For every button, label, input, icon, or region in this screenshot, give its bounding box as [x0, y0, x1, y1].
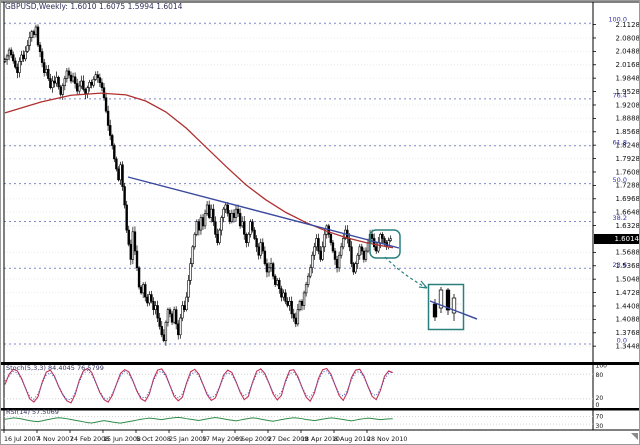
chart-title: GBPUSD,Weekly: 1.6010 1.6075 1.5994 1.60…	[5, 2, 183, 11]
ma-line	[4, 92, 394, 249]
projection-arrowhead	[418, 280, 428, 289]
fib-level-label: 23.6	[613, 261, 627, 269]
price-gridlines	[4, 24, 593, 347]
stoch-axis-label: 0	[596, 402, 600, 409]
fib-level-label: 50.0	[613, 176, 627, 184]
date-tick-label: 17 May 2009	[202, 436, 243, 443]
price-tick-label: 1.4088	[616, 316, 640, 324]
separator-stoch-rsi[interactable]	[1, 408, 640, 411]
fib-level-label: 38.2	[613, 214, 627, 222]
date-tick-label: 24 Feb 2008	[70, 436, 109, 443]
price-tick-label: 1.8568	[616, 128, 640, 136]
stochastic-panel: 100 80 200	[4, 363, 608, 409]
stochastic-main-line	[4, 367, 393, 404]
price-tick-label: 1.7608	[616, 168, 640, 176]
date-tick-label: 5 Oct 2008	[136, 436, 171, 443]
date-tick-label: 28 Nov 2010	[367, 436, 407, 443]
trendline[interactable]	[127, 176, 400, 249]
fib-level-label: 100.0	[608, 16, 627, 24]
stochastic-indicator-label: Stoch(5,3,3) 84.4045 76.5799	[6, 364, 104, 372]
price-tick-label: 1.8888	[616, 115, 640, 123]
price-tick-label: 1.9848	[616, 74, 640, 82]
stoch-axis-label: 100	[596, 363, 608, 370]
stoch-axis-label: 80	[596, 372, 604, 379]
fib-level-label: 0.0	[617, 337, 627, 345]
date-tick-label: 6 Sep 2009	[235, 436, 271, 443]
fibonacci-levels: 100.0 76.4 61.8 50.0 38.2 23.6 0.0	[4, 16, 627, 345]
recent-price-box[interactable]	[369, 229, 401, 259]
price-tick-label: 2.0488	[616, 48, 640, 56]
date-tick-label: 4 Nov 2007	[37, 436, 73, 443]
stoch-axis-label: 20	[596, 395, 604, 402]
rsi-line	[4, 416, 393, 424]
price-tick-label: 1.4408	[616, 302, 640, 310]
fib-level-label: 76.4	[613, 91, 627, 99]
date-tick-label: 27 Dec 2009	[268, 436, 308, 443]
price-tick-label: 1.8248	[616, 141, 640, 149]
price-tick-label: 1.7288	[616, 182, 640, 190]
price-tick-label: 1.6648	[616, 208, 640, 216]
date-tick-label: 16 Jul 2007	[4, 436, 40, 443]
separator-main-stoch[interactable]	[1, 362, 640, 365]
date-tick-label: 15 Jun 2008	[103, 436, 141, 443]
price-tick-label: 2.0808	[616, 34, 640, 42]
price-tick-label: 1.5688	[616, 249, 640, 257]
price-axis: 2.1128 2.0808 2.0488 2.0168 1.9848 1.9528 1.92…	[592, 2, 640, 430]
rsi-indicator-label: RSI(14) 57.5069	[6, 408, 59, 416]
price-tick-label: 1.6968	[616, 195, 640, 203]
price-tick-label: 1.6328	[616, 222, 640, 230]
price-tick-label: 1.7928	[616, 155, 640, 163]
rsi-axis-label: 70	[596, 413, 604, 420]
scroll-end-marker[interactable]	[631, 433, 638, 440]
price-tick-label: 1.4728	[616, 289, 640, 297]
candlesticks	[3, 24, 392, 346]
price-tick-label: 1.9528	[616, 88, 640, 96]
rsi-axis-label: 30	[596, 423, 604, 430]
price-tick-label: 1.5048	[616, 275, 640, 283]
price-tick-label: 1.3768	[616, 329, 640, 337]
current-price-badge: 1.6014	[594, 234, 639, 244]
price-tick-label: 1.9208	[616, 101, 640, 109]
fib-level-label: 61.8	[613, 138, 627, 146]
date-tick-label: 25 Jan 2009	[169, 436, 207, 443]
teal-annotations	[369, 229, 478, 331]
price-tick-label: 1.5368	[616, 262, 640, 270]
price-tick-label: 2.1128	[616, 21, 640, 29]
projection-arrow	[384, 256, 426, 288]
date-tick-label: 8 Aug 2010	[334, 436, 370, 443]
price-tick-label: 2.0168	[616, 61, 640, 69]
price-tick-label: 1.3448	[616, 342, 640, 350]
stochastic-signal-line	[4, 369, 393, 400]
date-tick-label: 18 Apr 2010	[301, 436, 340, 443]
